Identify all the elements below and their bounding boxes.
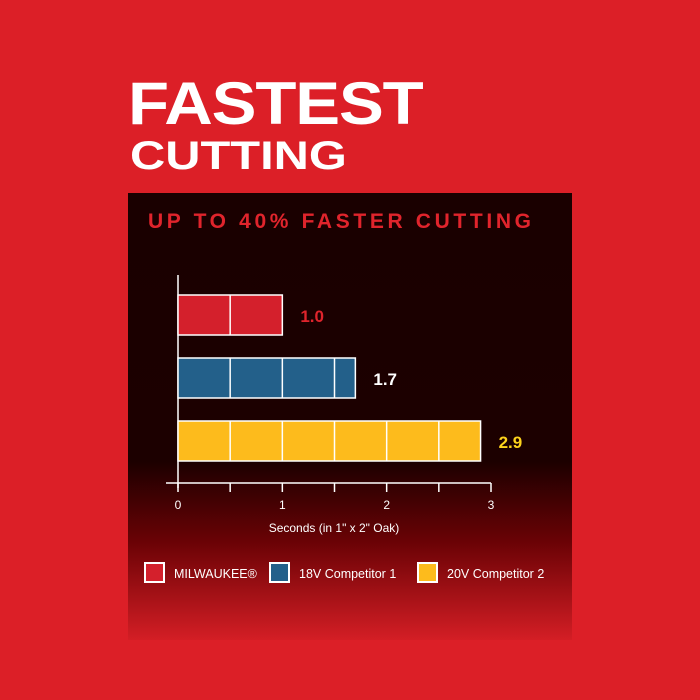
x-axis-label: Seconds (in 1" x 2" Oak) — [269, 521, 400, 535]
legend-label: 20V Competitor 2 — [447, 567, 544, 581]
bar — [177, 357, 357, 399]
data-label: 1.0 — [300, 307, 324, 326]
x-tick-label: 3 — [488, 498, 495, 512]
x-tick-label: 2 — [383, 498, 390, 512]
x-tick-label: 0 — [175, 498, 182, 512]
legend-swatch — [144, 562, 165, 583]
bar — [177, 420, 482, 462]
legend-label: MILWAUKEE® — [174, 567, 258, 581]
chart-panel — [128, 193, 572, 640]
legend-swatch — [269, 562, 290, 583]
legend-swatch — [417, 562, 438, 583]
headline-line2: CUTTING — [130, 134, 347, 178]
headline-line1: FASTEST — [128, 70, 424, 137]
legend-label: 18V Competitor 1 — [299, 567, 396, 581]
data-label: 2.9 — [499, 433, 523, 452]
chart-title: UP TO 40% FASTER CUTTING — [148, 210, 531, 233]
data-label: 1.7 — [373, 370, 397, 389]
x-tick-label: 1 — [279, 498, 286, 512]
